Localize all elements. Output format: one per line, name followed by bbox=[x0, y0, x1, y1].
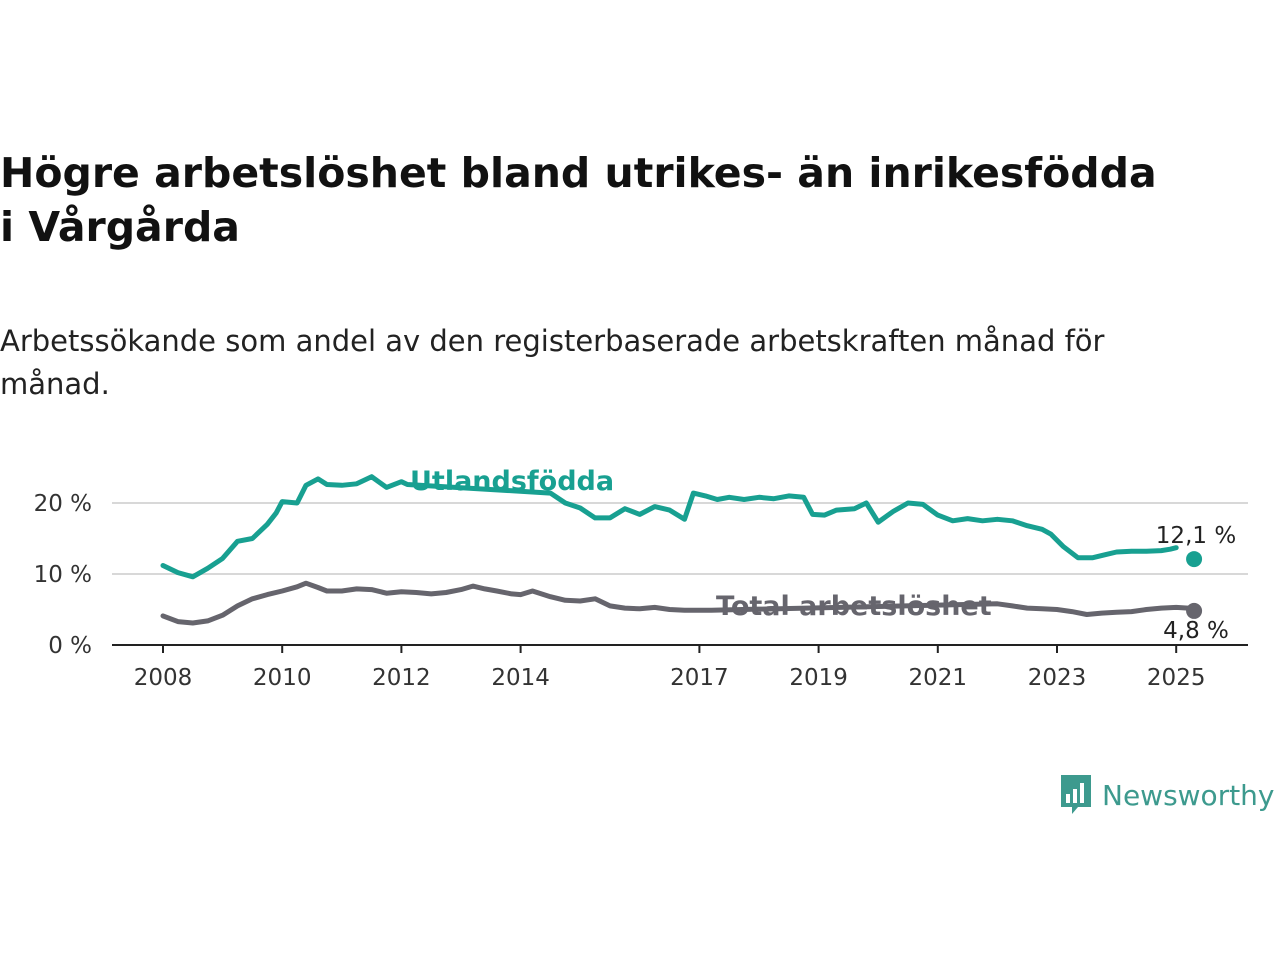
utlandsfodda-series-label: Utlandsfödda bbox=[410, 466, 614, 497]
utlandsfodda-line bbox=[160, 474, 1179, 580]
y-tick-label: 0 % bbox=[48, 633, 92, 659]
logo-wordmark: Newsworthy bbox=[1102, 778, 1275, 812]
x-tick-label: 2025 bbox=[1147, 665, 1206, 691]
utlandsfodda-end-value-label: 12,1 % bbox=[1156, 523, 1236, 549]
total-arbetsloshet-line bbox=[160, 580, 1191, 626]
y-axis-tick-labels: 0 % 10 % 20 % bbox=[34, 491, 92, 659]
newsworthy-logo: Newsworthy bbox=[1058, 772, 1275, 818]
total-last-point bbox=[1186, 602, 1203, 619]
x-tick-label: 2019 bbox=[789, 665, 848, 691]
chart-subtitle: Arbetssökande som andel av den registerb… bbox=[0, 324, 1105, 401]
total-end-value-label: 4,8 % bbox=[1163, 618, 1229, 644]
x-tick-label: 2010 bbox=[253, 665, 312, 691]
x-tick-label: 2014 bbox=[491, 665, 550, 691]
x-tick-label: 2008 bbox=[134, 665, 193, 691]
x-tick-label: 2023 bbox=[1028, 665, 1087, 691]
grid-lines bbox=[112, 502, 1248, 575]
series-lines: Utlandsfödda 12,1 % Total arbetslöshet 4,8 … bbox=[160, 466, 1236, 644]
x-axis: 2008 2010 2012 2014 2017 2019 2021 2023 2025 bbox=[112, 644, 1248, 691]
x-tick-label: 2017 bbox=[670, 665, 729, 691]
y-tick-label: 10 % bbox=[34, 562, 92, 588]
line-chart: 0 % 10 % 20 % 2008 2010 2012 2014 2017 2019 2021… bbox=[34, 466, 1248, 691]
x-tick-label: 2012 bbox=[372, 665, 431, 691]
y-tick-label: 20 % bbox=[34, 491, 92, 517]
x-tick-label: 2021 bbox=[909, 665, 968, 691]
chart-title: Högre arbetslöshet bland utrikes- än inr… bbox=[0, 149, 1157, 251]
total-series-label: Total arbetslöshet bbox=[716, 591, 992, 622]
bar-chart-speech-bubble-icon bbox=[1061, 775, 1091, 814]
utlandsfodda-last-point bbox=[1186, 551, 1203, 568]
